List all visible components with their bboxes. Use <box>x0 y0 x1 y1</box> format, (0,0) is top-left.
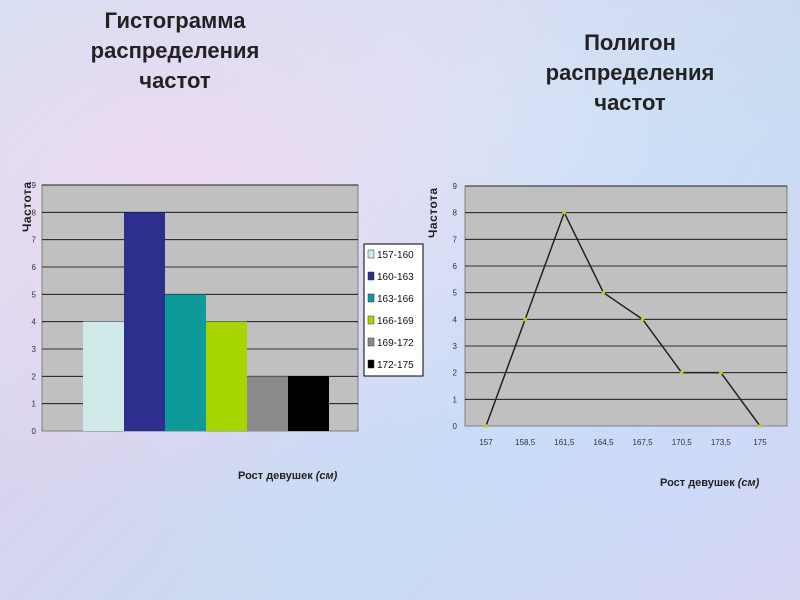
polygon-y-tick-label: 8 <box>453 209 458 218</box>
polygon-y-tick-label: 6 <box>453 262 458 271</box>
x-axis-unit: (см) <box>737 477 760 489</box>
polygon-x-tick-label: 167,5 <box>633 438 654 447</box>
histogram-y-tick-label: 9 <box>32 181 37 190</box>
polygon-y-tick-label: 3 <box>453 342 458 351</box>
histogram-y-tick-label: 1 <box>32 400 37 409</box>
polygon-y-tick-label: 5 <box>453 289 458 298</box>
histogram-legend <box>363 243 424 377</box>
polygon-point <box>758 424 762 428</box>
x-axis-unit: (см) <box>315 470 338 482</box>
legend-label: 163-166 <box>377 294 414 305</box>
polygon-title: Полигон распределения частот <box>545 30 715 115</box>
legend-label: 172-175 <box>377 360 414 371</box>
histogram-x-axis-label: Рост девушек (см) <box>238 470 338 482</box>
polygon-point <box>679 370 684 375</box>
legend-swatch <box>367 359 375 369</box>
histogram-bar <box>247 376 288 431</box>
histogram-bar <box>206 321 247 431</box>
polygon-x-tick-label: 173,5 <box>711 438 732 447</box>
polygon-y-tick-label: 7 <box>453 235 458 244</box>
legend-label: 157-160 <box>377 250 414 261</box>
histogram-y-tick-label: 2 <box>32 372 37 381</box>
histogram-y-tick-label: 8 <box>32 208 37 217</box>
polygon-y-tick-label: 1 <box>453 395 458 404</box>
polygon-point <box>640 317 645 322</box>
histogram-y-tick-label: 6 <box>32 263 37 272</box>
histogram-y-tick-label: 7 <box>32 236 37 245</box>
legend-swatch <box>367 271 375 281</box>
polygon-x-axis-label: Рост девушек (см) <box>660 477 760 489</box>
polygon-y-tick-label: 0 <box>453 422 458 431</box>
histogram-bar <box>165 294 206 431</box>
histogram-bar <box>124 212 165 431</box>
legend-label: 169-172 <box>377 338 414 349</box>
histogram-bar <box>288 376 329 431</box>
histogram-y-tick-label: 5 <box>32 290 37 299</box>
polygon-point <box>523 317 527 322</box>
polygon-series-line <box>485 210 761 427</box>
legend-swatch <box>367 315 375 325</box>
histogram-y-tick-label: 4 <box>32 318 37 327</box>
polygon-x-tick-label: 164,5 <box>593 438 614 447</box>
legend-swatch <box>367 293 375 303</box>
polygon-x-tick-label: 175 <box>753 438 767 447</box>
legend-swatch <box>367 249 375 259</box>
histogram-bar <box>83 321 124 431</box>
histogram-title: Гистограмма распределения частот <box>90 8 260 93</box>
polygon-x-tick-label: 158,5 <box>515 438 536 447</box>
legend-swatch <box>367 337 375 347</box>
histogram-y-tick-label: 3 <box>32 345 37 354</box>
polygon-y-tick-label: 2 <box>453 369 458 378</box>
polygon-point <box>562 210 567 215</box>
polygon-point <box>601 290 606 295</box>
polygon-y-tick-label: 9 <box>453 182 458 191</box>
legend-label: 166-169 <box>377 316 414 327</box>
legend-label: 160-163 <box>377 272 414 283</box>
polygon-point <box>484 424 488 428</box>
polygon-point <box>719 370 723 375</box>
histogram-y-tick-label: 0 <box>32 427 37 436</box>
polygon-plot-area <box>464 185 788 427</box>
polygon-x-tick-label: 161,5 <box>554 438 575 447</box>
polygon-x-tick-label: 157 <box>479 438 493 447</box>
polygon-x-tick-label: 170,5 <box>672 438 693 447</box>
polygon-y-tick-label: 4 <box>453 315 458 324</box>
